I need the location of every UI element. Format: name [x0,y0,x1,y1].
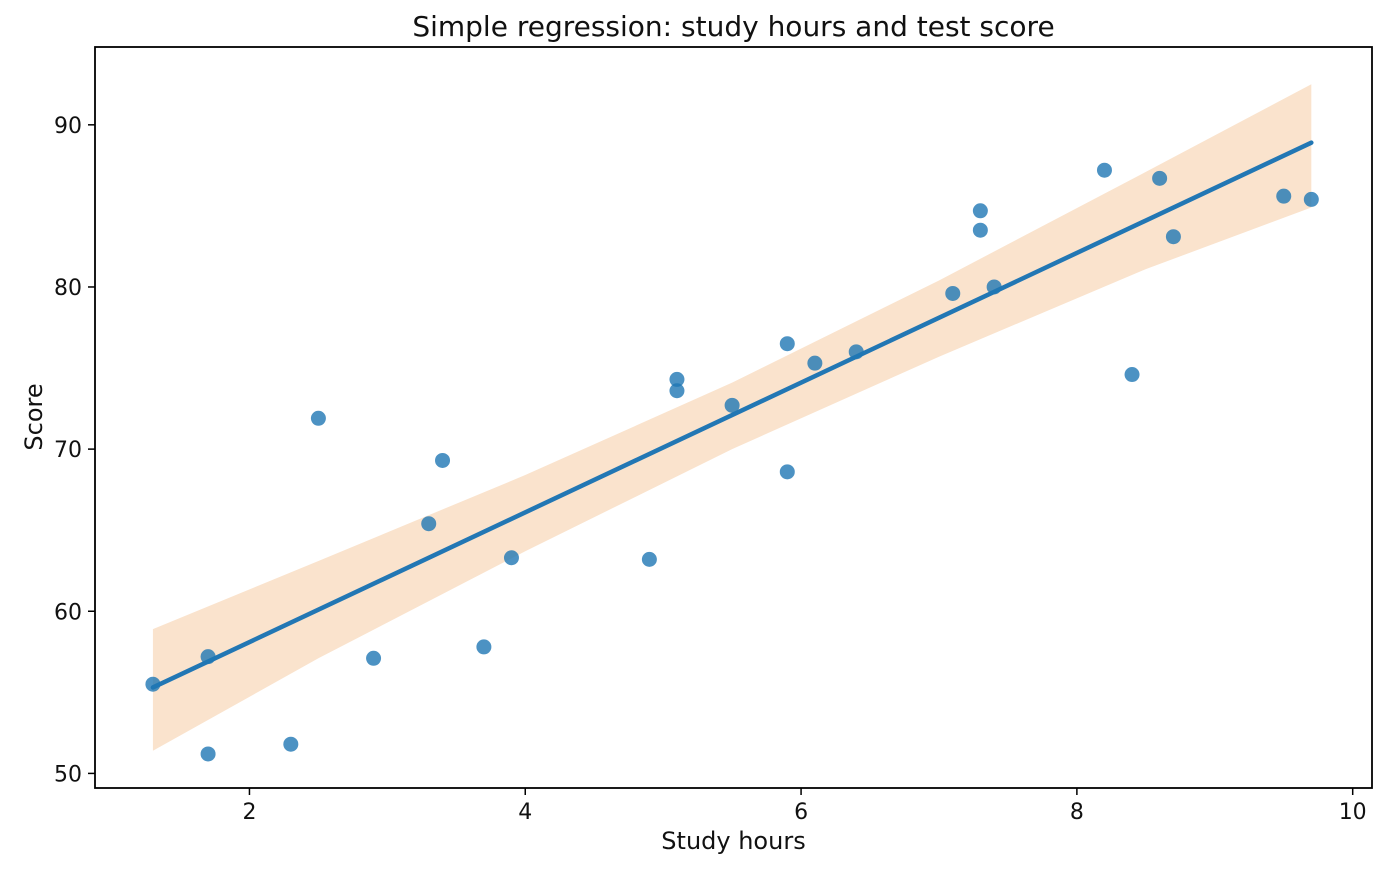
regression-line [150,140,1314,690]
data-point [1276,188,1292,204]
x-tick-label: 8 [1070,800,1084,825]
data-point [1152,170,1168,186]
chart-title: Simple regression: study hours and test … [412,10,1055,43]
data-point [945,285,961,301]
x-axis-label: Study hours [661,827,806,855]
y-tick-label: 60 [54,600,82,625]
x-tick-label: 2 [242,800,256,825]
data-point [972,203,988,219]
data-point [848,344,864,360]
data-point [145,676,161,692]
data-point [669,371,685,387]
data-point [283,736,299,752]
plot-frame [94,46,1373,789]
data-point [200,649,216,665]
data-point [1124,367,1140,383]
y-tick-label: 70 [54,438,82,463]
y-tick-label: 90 [54,114,82,139]
data-point [1096,162,1112,178]
data-point [366,650,382,666]
y-tick-label: 50 [54,762,82,787]
data-point [779,464,795,480]
data-point [1165,229,1181,245]
data-point [310,410,326,426]
data-point [503,550,519,566]
x-tick-label: 6 [794,800,808,825]
data-point [669,383,685,399]
y-axis-label: Score [20,383,48,451]
data-point [1303,191,1319,207]
data-point [435,452,451,468]
data-point [779,336,795,352]
data-point [724,397,740,413]
data-point [972,222,988,238]
data-point [641,551,657,567]
data-point [421,516,437,532]
data-point [807,355,823,371]
data-point [986,279,1002,295]
x-tick-label: 4 [518,800,532,825]
data-point [200,746,216,762]
x-tick-label: 10 [1339,800,1367,825]
y-tick-label: 80 [54,276,82,301]
data-point [476,639,492,655]
